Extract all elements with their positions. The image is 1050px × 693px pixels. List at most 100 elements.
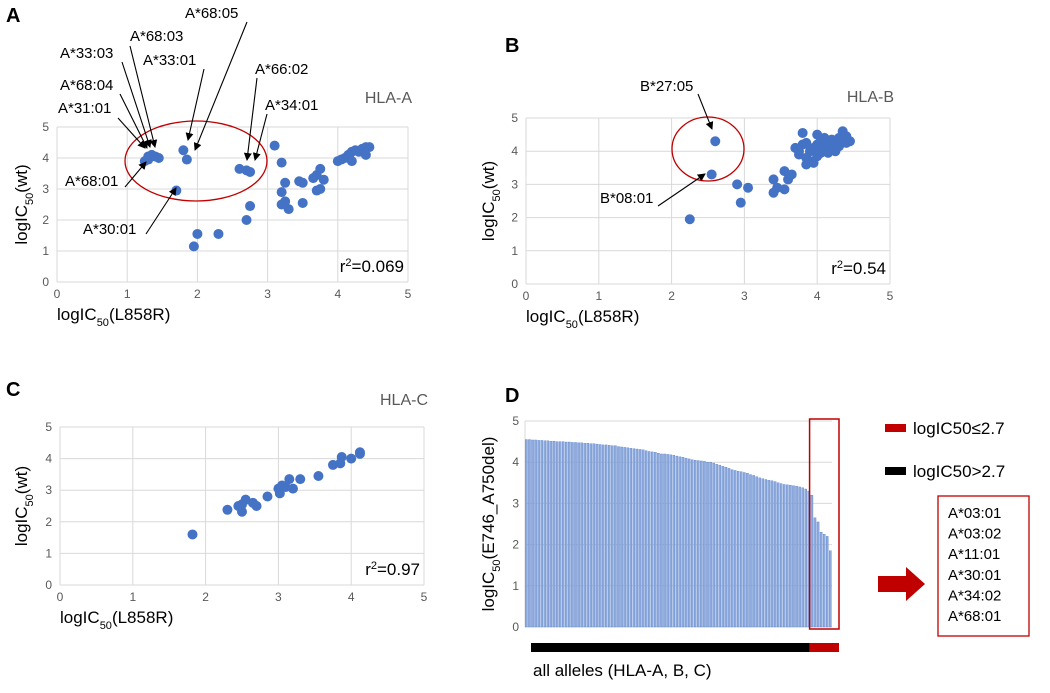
data-point xyxy=(808,157,819,168)
x-tick-label: 3 xyxy=(275,590,282,604)
bar xyxy=(795,485,798,628)
r2-value: =0.54 xyxy=(843,259,886,278)
bar xyxy=(758,477,761,628)
bar xyxy=(678,456,682,628)
data-point xyxy=(187,529,198,540)
allele-list-item: A*11:01 xyxy=(948,546,1000,563)
y-axis-label-subscript: 50 xyxy=(491,559,503,571)
bar xyxy=(641,449,645,628)
y-axis-label-suffix: (E746_A750del) xyxy=(479,437,498,560)
bar xyxy=(583,443,586,628)
x-tick-label: 0 xyxy=(523,289,530,303)
y-axis-label-main: logIC xyxy=(12,506,31,546)
allele-annotation: A*31:01 xyxy=(58,100,111,117)
annotation-arrow xyxy=(117,117,146,149)
allele-annotation: A*33:03 xyxy=(60,45,113,62)
bar xyxy=(565,441,568,628)
bar xyxy=(675,455,679,628)
annotation-arrow xyxy=(124,161,147,188)
x-axis-label: logIC50(L858R) xyxy=(60,608,173,632)
bar xyxy=(773,481,777,628)
x-tick-label: 3 xyxy=(741,289,748,303)
data-point xyxy=(336,452,347,463)
bar xyxy=(826,536,829,628)
annotation-arrow xyxy=(252,113,268,161)
x-tick-label: 2 xyxy=(194,287,201,301)
bar xyxy=(749,474,752,628)
bar xyxy=(767,480,771,628)
data-point xyxy=(743,182,754,193)
bar xyxy=(779,483,783,628)
y-tick-label: 0 xyxy=(512,620,519,634)
y-axis-label-suffix: (wt) xyxy=(479,161,498,189)
x-tick-label: 0 xyxy=(57,590,64,604)
x-tick-label: 5 xyxy=(405,287,412,301)
data-point xyxy=(297,177,308,188)
bar xyxy=(626,447,629,628)
y-tick-label: 3 xyxy=(42,182,49,196)
allele-list-item: A*68:01 xyxy=(948,608,1001,625)
bar xyxy=(555,441,559,628)
x-tick-label: 5 xyxy=(887,289,894,303)
y-tick-label: 0 xyxy=(42,275,49,289)
bar xyxy=(761,478,765,628)
bar xyxy=(746,473,749,628)
x-axis-label-suffix: (L858R) xyxy=(578,307,639,326)
data-point xyxy=(841,131,852,142)
bar xyxy=(589,443,593,628)
panel-d: 0 1 2 3 4 5 all alleles (HLA-A, B, C) DlogIC50(… xyxy=(479,385,1030,680)
y-axis-label: logIC50(wt) xyxy=(479,161,503,241)
x-axis-label-main: logIC xyxy=(60,608,100,627)
y-axis-label-subscript: 50 xyxy=(491,189,503,201)
bar xyxy=(580,442,583,628)
bar xyxy=(546,440,550,628)
y-tick-label: 1 xyxy=(511,244,518,258)
bar xyxy=(660,453,663,628)
data-point xyxy=(830,146,841,157)
data-point xyxy=(269,140,280,151)
group-label: HLA-C xyxy=(380,392,428,409)
bar xyxy=(608,445,611,628)
y-tick-label: 1 xyxy=(45,546,52,560)
bar xyxy=(663,453,666,628)
bar xyxy=(706,462,709,628)
data-point xyxy=(318,174,329,185)
panel-letter: A xyxy=(6,5,20,27)
y-axis-label-subscript: 50 xyxy=(24,193,36,205)
data-point xyxy=(783,174,794,185)
y-tick-label: 5 xyxy=(512,414,519,428)
allele-annotation: A*68:01 xyxy=(65,173,118,190)
allele-list-box xyxy=(937,495,1030,637)
y-tick-label: 1 xyxy=(512,579,519,593)
x-axis-label-suffix: (L858R) xyxy=(112,608,173,627)
bar xyxy=(770,480,774,628)
data-point xyxy=(245,166,256,177)
r2-superscript: 2 xyxy=(345,257,351,269)
y-tick-label: 3 xyxy=(511,177,518,191)
panel-letter: D xyxy=(505,385,519,407)
bar xyxy=(718,464,722,628)
group-label: HLA-B xyxy=(847,89,894,106)
bar xyxy=(752,475,755,628)
bar xyxy=(755,476,758,628)
data-point xyxy=(735,197,746,208)
legend-label: logIC50≤2.7 xyxy=(913,419,1005,438)
highlight-ellipse xyxy=(124,120,268,202)
bar xyxy=(697,460,700,628)
panel-letter: B xyxy=(505,35,519,57)
bar xyxy=(789,485,792,628)
y-tick-label: 4 xyxy=(45,452,52,466)
y-tick-label: 0 xyxy=(45,578,52,592)
bar xyxy=(611,445,614,628)
bar xyxy=(657,452,660,628)
bar xyxy=(776,482,780,628)
y-axis-label: logIC50(wt) xyxy=(12,466,36,546)
data-point xyxy=(251,501,262,511)
data-point xyxy=(794,146,804,157)
data-point xyxy=(213,228,224,239)
allele-annotation: A*33:01 xyxy=(143,52,196,69)
y-axis-label-main: logIC xyxy=(479,201,498,241)
bar xyxy=(703,461,706,628)
y-axis-label-suffix: (wt) xyxy=(12,164,31,192)
data-point xyxy=(710,136,721,147)
